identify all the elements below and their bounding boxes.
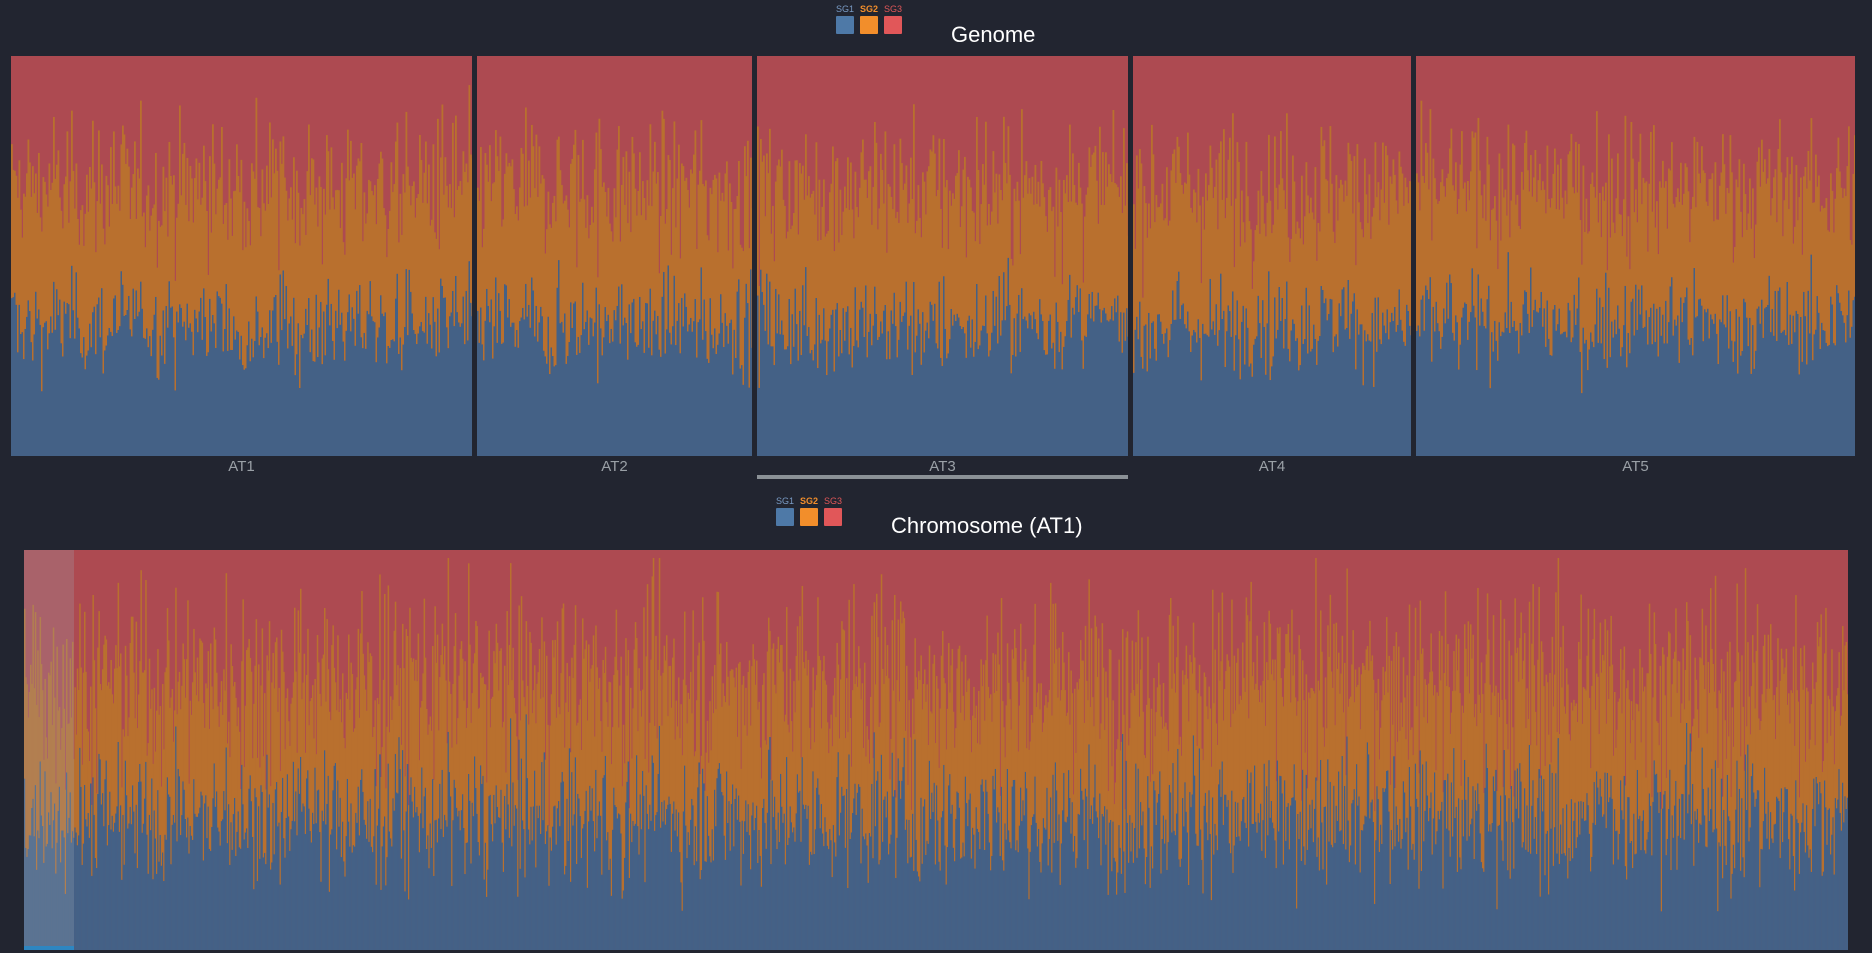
genome-title: Genome (951, 22, 1036, 47)
chromosome-legend: SG1 SG2 SG3 (776, 496, 842, 526)
legend-label: SG1 (836, 4, 855, 14)
legend-item-sg3[interactable]: SG3 (824, 496, 842, 526)
zoom-brush[interactable] (24, 550, 74, 950)
legend-swatch-sg3 (884, 16, 903, 34)
legend-label: SG1 (776, 496, 795, 506)
chromosome-panel-at5[interactable] (1416, 56, 1855, 456)
chromosome-label-at2[interactable]: AT2 (601, 458, 628, 475)
genome-legend: SG1 SG2 SG3 (836, 4, 902, 34)
chromosome-panel-at4[interactable] (1133, 56, 1411, 456)
chromosome-panel-at3[interactable] (757, 56, 1128, 456)
chromosome-chart[interactable] (24, 550, 1848, 950)
ancestry-bars (477, 56, 752, 456)
chromosome-label-at3[interactable]: AT3 (929, 458, 956, 475)
legend-label: SG2 (800, 496, 819, 506)
legend-swatch-sg2 (860, 16, 879, 34)
chromosome-label-at5[interactable]: AT5 (1622, 458, 1649, 475)
selected-chromosome-indicator (757, 475, 1128, 479)
chromosome-title: Chromosome (AT1) (891, 513, 1083, 538)
legend-item-sg2[interactable]: SG2 (860, 4, 878, 34)
legend-item-sg3[interactable]: SG3 (884, 4, 902, 34)
legend-label: SG3 (884, 4, 903, 14)
ancestry-bars (1133, 56, 1411, 456)
legend-swatch-sg3 (824, 508, 843, 526)
legend-item-sg2[interactable]: SG2 (800, 496, 818, 526)
ancestry-bars (757, 56, 1128, 456)
ancestry-bars (1416, 56, 1855, 456)
chromosome-label-at4[interactable]: AT4 (1258, 458, 1286, 475)
chromosome-label-at1[interactable]: AT1 (228, 458, 255, 475)
chromosome-panel-at2[interactable] (477, 56, 752, 456)
legend-item-sg1[interactable]: SG1 (776, 496, 794, 526)
legend-swatch-sg1 (776, 508, 794, 526)
ancestry-bars (24, 550, 1848, 950)
legend-label: SG3 (824, 496, 843, 506)
legend-swatch-sg1 (836, 16, 854, 34)
legend-item-sg1[interactable]: SG1 (836, 4, 854, 34)
legend-swatch-sg2 (800, 508, 819, 526)
ancestry-bars (11, 56, 472, 456)
genome-chart (11, 56, 1855, 456)
legend-label: SG2 (860, 4, 879, 14)
chromosome-panel-at1[interactable] (11, 56, 472, 456)
